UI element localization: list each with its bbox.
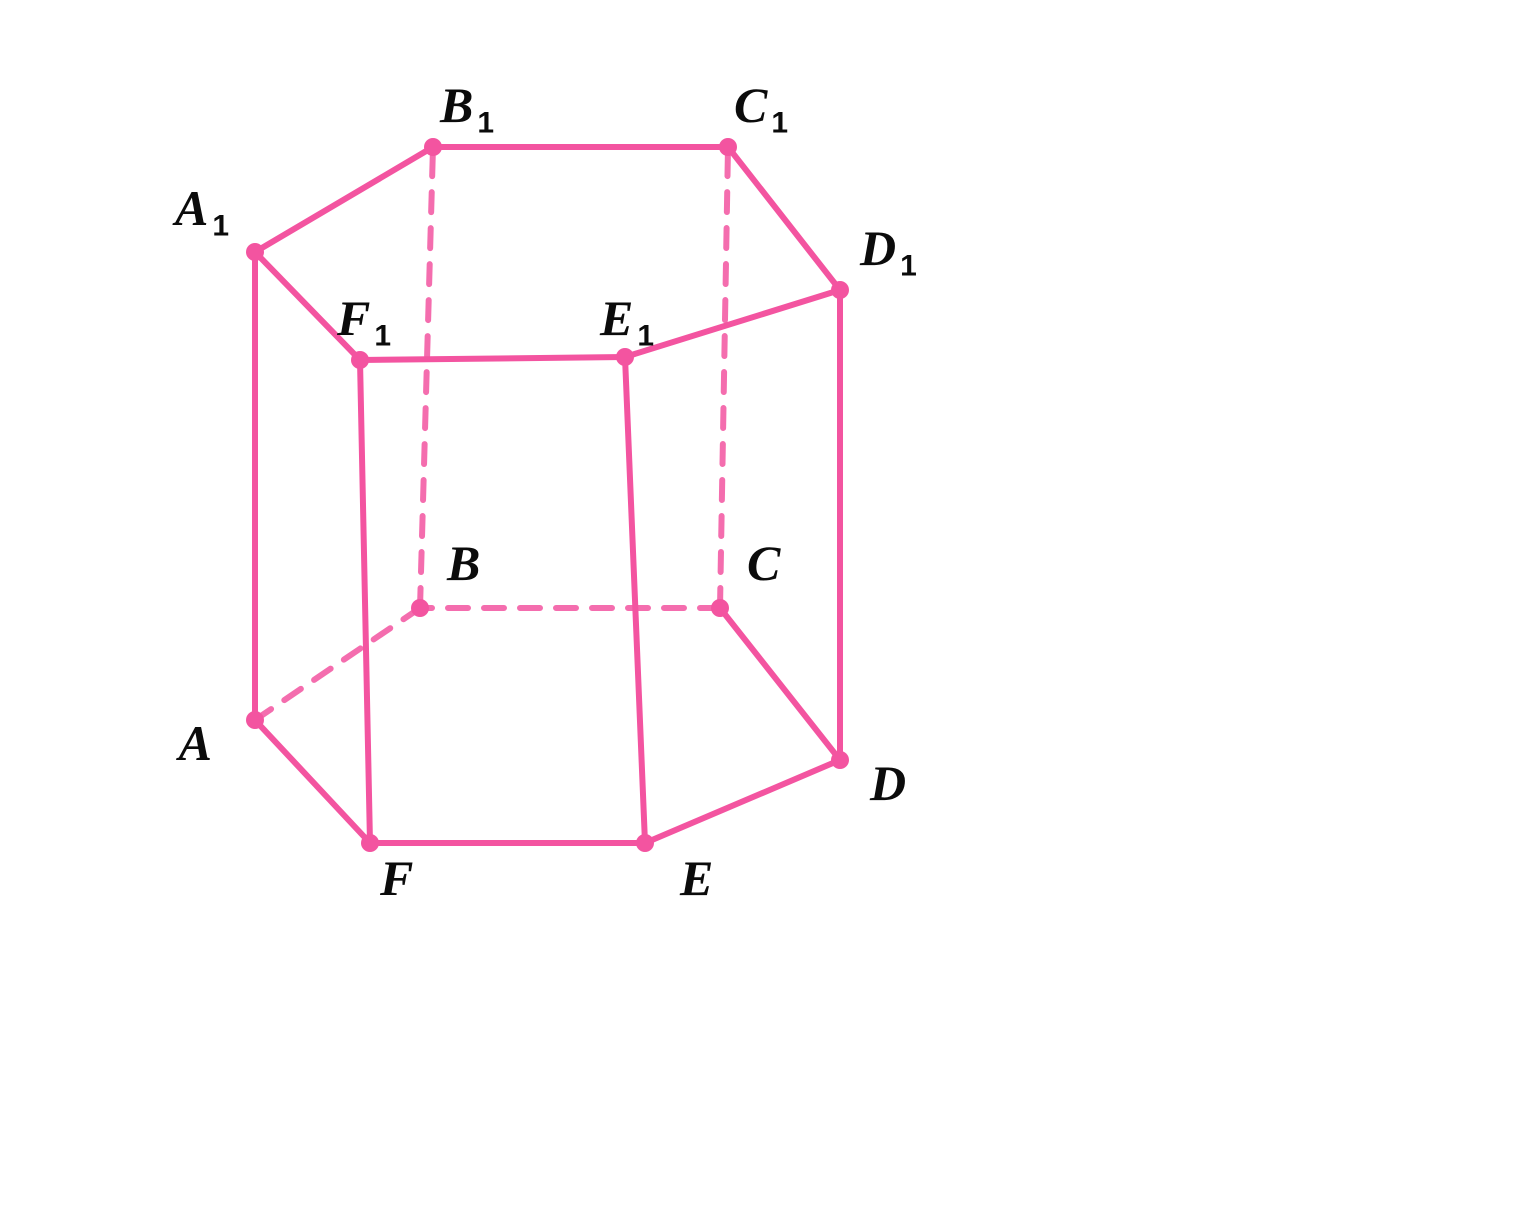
edge-B-A [255,608,420,720]
vertex-D [831,751,849,769]
vertex-F [361,834,379,852]
edge-C1-D1 [728,147,840,290]
vertex-E1 [616,348,634,366]
label-E1: E1 [599,290,654,353]
vertex-C [711,599,729,617]
vertex-A1 [246,243,264,261]
label-D: D [869,755,906,811]
label-B1: B1 [439,77,494,140]
edge-E-E1 [625,357,645,843]
edge-D1-E1 [625,290,840,357]
edge-F-F1 [360,360,370,843]
edge-B-B1 [420,147,433,608]
edge-E1-F1 [360,357,625,360]
vertex-C1 [719,138,737,156]
label-E: E [679,850,713,906]
edge-D-C [720,608,840,760]
vertex-A [246,711,264,729]
label-A: A [176,715,212,771]
vertex-D1 [831,281,849,299]
hexagonal-prism-diagram: A B C D E F A1 B1 C1 D1 E1 F1 [0,0,1536,1224]
edge-E-D [645,760,840,843]
label-A1: A1 [172,180,229,243]
label-C: C [747,535,781,591]
label-D1: D1 [859,220,917,283]
label-B: B [446,535,480,591]
edge-A-F [255,720,370,843]
label-C1: C1 [734,77,788,140]
vertex-B1 [424,138,442,156]
edge-A1-B1 [255,147,433,252]
label-F: F [379,850,413,906]
edge-C-C1 [720,147,728,608]
label-F1: F1 [336,290,391,353]
vertex-B [411,599,429,617]
vertex-F1 [351,351,369,369]
vertex-E [636,834,654,852]
